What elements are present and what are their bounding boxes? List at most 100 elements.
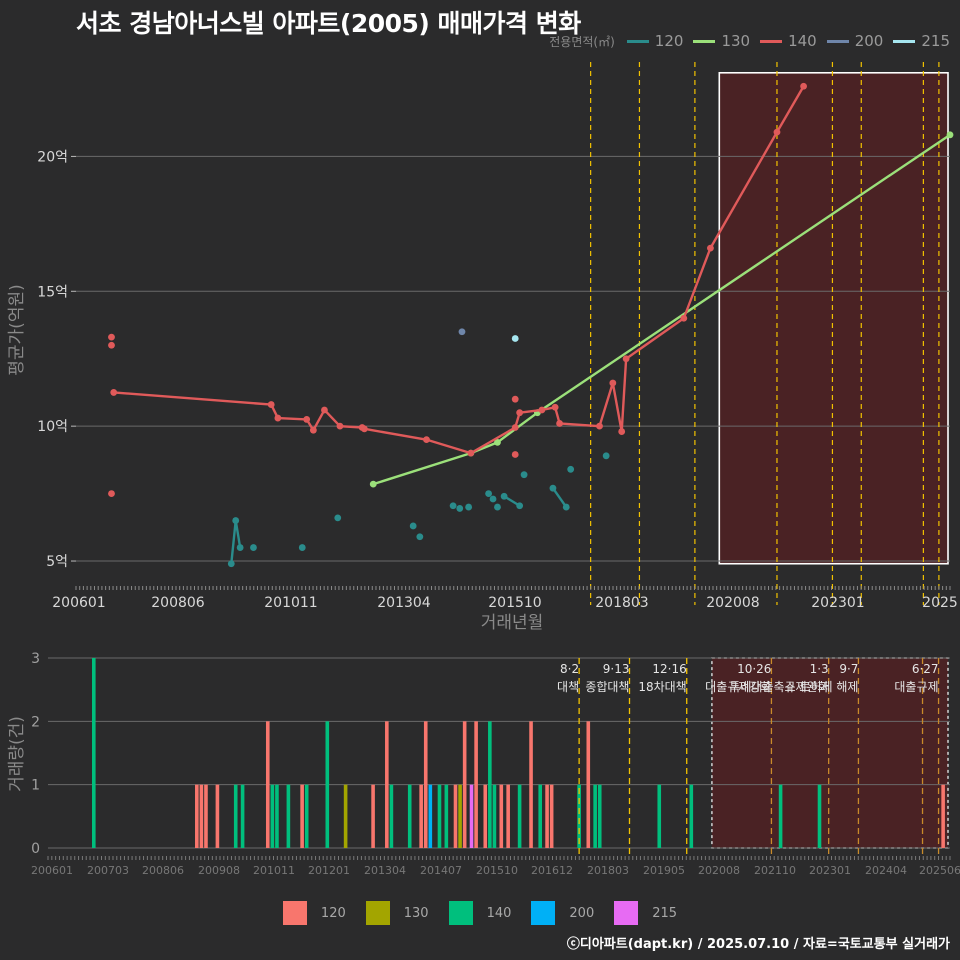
data-point-140	[108, 490, 115, 497]
volume-bar-120	[195, 784, 199, 848]
x-tick-label: 201510	[488, 595, 541, 611]
volume-bar-120	[483, 784, 488, 848]
data-point-130	[946, 131, 954, 139]
volume-bar-120	[204, 784, 208, 848]
data-point-140	[360, 425, 368, 433]
y-tick-label: 1	[31, 778, 40, 794]
x-tick-label: 201407	[420, 864, 462, 877]
policy-date-label: 1·3	[810, 662, 829, 676]
x-tick-label: 200601	[31, 864, 73, 877]
legend-item-140: 140	[760, 32, 817, 50]
data-point-140	[267, 401, 275, 408]
volume-bar-120	[941, 784, 945, 848]
data-point-140	[538, 406, 546, 414]
volume-bar-120	[462, 721, 467, 848]
data-point-130	[369, 480, 377, 488]
volume-bar-120	[265, 721, 270, 848]
volume-bar-120	[474, 721, 478, 848]
data-point-140	[511, 424, 519, 431]
volume-bar-140	[593, 784, 597, 848]
data-point-140	[516, 409, 524, 417]
x-tick-label: 201905	[643, 864, 685, 877]
x-tick-label: 201011	[253, 864, 295, 877]
legend-swatch	[693, 39, 716, 43]
y-tick-label: 3	[31, 651, 40, 667]
data-point-120	[250, 544, 257, 551]
policy-name-label: 종합대책	[585, 679, 629, 694]
x-tick-label: 201011	[264, 595, 317, 611]
volume-bar-120	[453, 784, 458, 848]
bar-legend-label: 130	[403, 905, 429, 921]
price-chart-panel: 5억 10억 15억 20억 200601 200806 201011 201304 20151…	[7, 62, 958, 633]
data-point-140	[773, 128, 781, 136]
data-point-140	[800, 82, 807, 90]
source-caption: ⓒ디아파트(dapt.kr) / 2025.07.10 / 자료=국토교통부 실…	[566, 937, 950, 952]
x-tick-label: 2025	[922, 595, 958, 611]
x-tick-label: 200806	[142, 864, 184, 877]
x-tick-label: 202110	[754, 864, 796, 877]
bar-legend-item-200: 200	[531, 901, 594, 925]
legend-item-120: 120	[626, 32, 683, 50]
data-point-120	[500, 492, 508, 500]
legend-swatch	[760, 39, 783, 43]
series-line-120	[230, 519, 242, 564]
policy-date-label: 10·26	[737, 662, 771, 676]
data-point-140	[707, 244, 714, 252]
data-point-120	[549, 484, 557, 492]
data-point-120	[562, 503, 570, 511]
volume-bar-120	[506, 784, 510, 848]
policy-name-label: 대출규제강화	[705, 680, 771, 694]
data-point-140	[309, 426, 317, 434]
data-point-120	[456, 505, 464, 512]
y-tick-label: 0	[31, 841, 40, 857]
bar-legend-label: 215	[652, 905, 678, 921]
data-point-140	[110, 389, 118, 396]
data-point-140	[622, 355, 630, 363]
volume-bar-140	[389, 784, 394, 848]
data-point-140	[551, 403, 559, 411]
x-tick-label: 202301	[809, 864, 851, 877]
policy-name-label: 대출규제	[894, 680, 938, 694]
x-tick-label: 201803	[595, 595, 648, 611]
data-point-130	[494, 438, 501, 446]
volume-bar-215	[469, 784, 474, 848]
bar-legend-item-130: 130	[365, 901, 429, 925]
data-point-140	[511, 451, 519, 458]
legend-item-130: 130	[693, 32, 750, 50]
x-tick-label: 201304	[377, 595, 431, 611]
volume-bar-140	[517, 784, 522, 848]
volume-bar-140	[778, 784, 783, 848]
volume-bar-140	[817, 784, 822, 848]
legend-item-215: 215	[893, 32, 950, 50]
volume-legend: 120 130 140 200 215	[0, 901, 960, 925]
data-point-120	[227, 560, 235, 568]
highlight-period-box	[718, 71, 949, 565]
legend-label: 130	[721, 32, 751, 50]
y-tick-label: 20억	[37, 149, 68, 165]
data-point-120	[232, 517, 240, 524]
highlight-period-box	[711, 657, 949, 849]
x-tick-label: 202008	[698, 864, 740, 877]
volume-bar-140	[488, 721, 492, 848]
volume-bar-120	[545, 784, 549, 848]
legend-label: 215	[921, 32, 950, 50]
data-point-200	[458, 328, 466, 336]
data-point-120	[485, 490, 492, 497]
legend-title: 전용면적(㎡)	[549, 34, 615, 49]
volume-bar-140	[91, 658, 96, 848]
data-point-120	[602, 452, 610, 460]
volume-bar-200	[428, 784, 433, 848]
data-point-140	[556, 420, 563, 427]
volume-bar-120	[199, 784, 204, 848]
volume-bar-140	[270, 784, 275, 848]
policy-date-label: 9·13	[603, 662, 630, 676]
x-tick-label: 201304	[364, 864, 406, 877]
series-legend: 전용면적(㎡) 120 130 140 200 215	[549, 32, 950, 50]
x-tick-label: 201201	[308, 864, 350, 877]
volume-bar-140	[275, 784, 279, 848]
data-point-140	[108, 341, 115, 349]
volume-bar-140	[492, 784, 497, 848]
volume-bar-120	[529, 721, 533, 848]
policy-date-label: 8·2	[560, 662, 579, 676]
data-point-120	[465, 503, 473, 511]
